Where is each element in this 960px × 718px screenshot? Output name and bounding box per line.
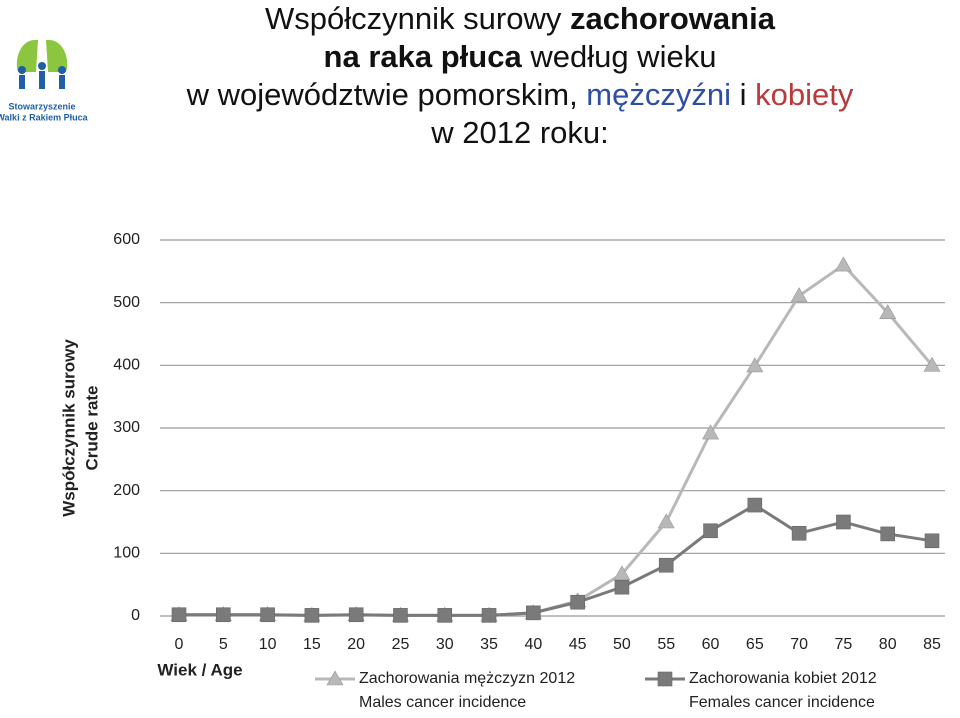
legend-label: Zachorowania mężczyzn 2012: [359, 670, 575, 687]
legend-marker: [326, 670, 344, 686]
legend-label: Males cancer incidence: [359, 694, 526, 711]
point: [526, 605, 541, 621]
point: [393, 608, 408, 623]
legend-marker: [657, 671, 673, 687]
x-tick-label: 25: [392, 636, 410, 653]
point: [790, 287, 808, 303]
series-line: [179, 503, 933, 617]
point: [924, 533, 940, 549]
legend-label: Females cancer incidence: [689, 694, 875, 711]
title-text: zachorowania: [569, 1, 775, 36]
point: [702, 424, 720, 440]
point: [791, 525, 807, 541]
y-tick-label: 600: [113, 231, 140, 248]
point: [614, 579, 630, 595]
x-tick-label: 5: [219, 636, 228, 653]
y-axis-label: Współczynnik surowy: [59, 339, 78, 517]
point: [348, 607, 364, 623]
x-tick-label: 80: [879, 636, 897, 653]
title-line: Współczynnik surowy zachorowania: [90, 0, 950, 38]
title-text: mężczyźni: [586, 77, 731, 112]
point: [658, 557, 674, 573]
point: [171, 607, 187, 623]
point: [746, 357, 764, 373]
x-tick-label: 55: [657, 636, 675, 653]
y-tick-label: 300: [113, 419, 140, 436]
logo-text: Stowarzyszenie: [8, 101, 75, 111]
title: Współczynnik surowy zachorowania na raka …: [90, 0, 950, 152]
x-tick-label: 45: [569, 636, 587, 653]
x-tick-label: 20: [347, 636, 365, 653]
logo: Stowarzyszenie Walki z Rakiem Płuca: [0, 39, 89, 122]
x-tick-label: 85: [923, 636, 941, 653]
title-text: w 2012 roku:: [431, 115, 609, 150]
title-text: na raka płuca: [323, 39, 531, 74]
y-tick-label: 0: [131, 607, 140, 624]
title-line: na raka płuca według wieku: [90, 38, 950, 76]
y-tick-label: 200: [113, 482, 140, 499]
point: [570, 594, 585, 610]
point: [923, 356, 941, 372]
x-tick-label: 70: [790, 636, 808, 653]
x-tick-label: 0: [175, 636, 184, 653]
logo-text: Walki z Rakiem Płuca: [0, 112, 89, 122]
title-text: w województwie pomorskim,: [186, 77, 587, 112]
y-axis-label: Crude rate: [82, 385, 101, 470]
title-text: według wieku: [530, 39, 717, 74]
x-tick-label: 40: [524, 636, 542, 653]
x-tick-label: 60: [702, 636, 720, 653]
x-tick-label: 30: [436, 636, 454, 653]
y-tick-label: 100: [113, 545, 140, 562]
point: [836, 514, 851, 530]
point: [657, 513, 675, 529]
point: [703, 523, 718, 539]
x-tick-label: 10: [259, 636, 277, 653]
point: [215, 607, 231, 623]
point: [260, 607, 275, 623]
y-tick-label: 500: [113, 294, 140, 311]
title-text: kobiety: [755, 77, 854, 112]
point: [481, 608, 497, 623]
y-tick-label: 400: [113, 357, 140, 374]
x-tick-label: 75: [835, 636, 853, 653]
title-text: i: [731, 77, 756, 112]
legend-label: Zachorowania kobiet 2012: [689, 670, 877, 687]
title-line: w województwie pomorskim, mężczyźni i ko…: [90, 76, 950, 114]
x-tick-label: 50: [613, 636, 631, 653]
point: [880, 526, 896, 542]
title-text: Współczynnik surowy: [265, 1, 570, 36]
series-line: [179, 263, 934, 617]
x-axis-label: Wiek / Age: [157, 660, 242, 679]
point: [879, 304, 897, 319]
point: [834, 256, 852, 272]
x-tick-label: 65: [746, 636, 764, 653]
title-line: w 2012 roku:: [90, 114, 950, 152]
x-tick-label: 15: [303, 636, 321, 653]
point: [304, 608, 320, 623]
x-tick-label: 35: [480, 636, 498, 653]
point: [747, 497, 763, 513]
point: [437, 608, 453, 623]
